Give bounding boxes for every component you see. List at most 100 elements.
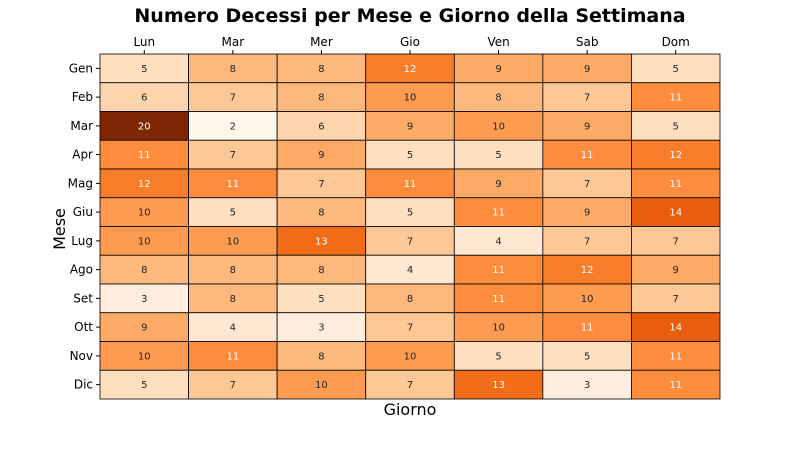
cell-value-label: 3 bbox=[584, 380, 590, 391]
x-tick-label: Ven bbox=[487, 35, 509, 49]
cell-value-label: 12 bbox=[138, 179, 151, 190]
cell-value-label: 8 bbox=[141, 265, 147, 276]
chart-title: Numero Decessi per Mese e Giorno della S… bbox=[134, 5, 685, 27]
cell-value-label: 11 bbox=[581, 323, 594, 334]
heatmap-cell bbox=[276, 168, 367, 199]
heatmap-cell bbox=[188, 369, 278, 400]
cell-value-label: 7 bbox=[230, 380, 236, 391]
cell-value-label: 5 bbox=[495, 150, 501, 161]
heatmap-cell bbox=[188, 111, 278, 141]
heatmap-cell bbox=[542, 53, 632, 84]
cell-value-label: 11 bbox=[669, 380, 682, 391]
cell-value-label: 11 bbox=[492, 294, 505, 305]
cell-value-label: 10 bbox=[226, 236, 239, 247]
heatmap-cell bbox=[453, 283, 544, 314]
heatmap-cell bbox=[365, 369, 455, 400]
y-tick-label: Nov bbox=[70, 349, 93, 363]
cell-value-label: 5 bbox=[584, 351, 590, 362]
cell-value-label: 11 bbox=[226, 351, 239, 362]
cell-value-label: 8 bbox=[230, 64, 236, 75]
cell-value-label: 6 bbox=[318, 121, 324, 132]
cell-value-label: 11 bbox=[669, 93, 682, 104]
cell-value-label: 10 bbox=[492, 121, 505, 132]
cell-value-label: 7 bbox=[407, 323, 413, 334]
cell-value-label: 9 bbox=[584, 64, 590, 75]
heatmap-cell bbox=[365, 312, 455, 342]
heatmap-cell bbox=[542, 254, 632, 285]
cell-value-label: 5 bbox=[407, 208, 413, 219]
cell-value-label: 9 bbox=[584, 121, 590, 132]
cell-value-label: 9 bbox=[673, 265, 679, 276]
cell-value-label: 5 bbox=[673, 121, 679, 132]
cell-value-label: 7 bbox=[584, 236, 590, 247]
heatmap-cell bbox=[99, 168, 189, 199]
cell-value-label: 13 bbox=[315, 236, 328, 247]
heatmap-cell bbox=[542, 341, 632, 371]
heatmap-cell bbox=[365, 341, 455, 371]
heatmap-cell bbox=[631, 111, 721, 141]
cell-value-label: 11 bbox=[669, 351, 682, 362]
cell-value-label: 11 bbox=[492, 265, 505, 276]
heatmap-cell bbox=[453, 82, 544, 112]
heatmap-cell bbox=[365, 139, 455, 170]
cell-value-label: 8 bbox=[230, 294, 236, 305]
heatmap-cell bbox=[542, 369, 632, 400]
heatmap-cell bbox=[631, 312, 721, 342]
heatmap-cell bbox=[542, 139, 632, 170]
heatmap-cell bbox=[631, 226, 721, 256]
heatmap-cell bbox=[276, 226, 367, 256]
y-tick-label: Giu bbox=[73, 205, 93, 219]
y-tick-label: Mag bbox=[68, 176, 93, 190]
cell-value-label: 7 bbox=[584, 179, 590, 190]
cell-value-label: 7 bbox=[230, 93, 236, 104]
heatmap-cell bbox=[365, 197, 455, 227]
cell-value-label: 11 bbox=[404, 179, 417, 190]
heatmap-cell bbox=[631, 197, 721, 227]
cell-value-label: 7 bbox=[407, 380, 413, 391]
heatmap-cell bbox=[542, 312, 632, 342]
cell-value-label: 10 bbox=[138, 236, 151, 247]
cell-value-label: 8 bbox=[318, 265, 324, 276]
cell-value-label: 8 bbox=[495, 93, 501, 104]
cell-value-label: 7 bbox=[230, 150, 236, 161]
heatmap-cell bbox=[453, 312, 544, 342]
cell-value-label: 10 bbox=[581, 294, 594, 305]
cell-value-label: 11 bbox=[138, 150, 151, 161]
heatmap-cell bbox=[276, 111, 367, 141]
cell-value-label: 4 bbox=[230, 323, 236, 334]
cell-value-label: 6 bbox=[141, 93, 147, 104]
x-tick-label: Dom bbox=[662, 35, 690, 49]
cell-value-label: 11 bbox=[581, 150, 594, 161]
cell-value-label: 8 bbox=[407, 294, 413, 305]
heatmap-cell bbox=[365, 226, 455, 256]
heatmap-cell bbox=[631, 139, 721, 170]
cell-value-label: 7 bbox=[407, 236, 413, 247]
heatmap-cell bbox=[453, 254, 544, 285]
x-tick-label: Sab bbox=[576, 35, 599, 49]
cell-value-label: 8 bbox=[318, 93, 324, 104]
cell-value-label: 5 bbox=[141, 64, 147, 75]
heatmap-cell bbox=[453, 197, 544, 227]
cell-value-label: 10 bbox=[404, 351, 417, 362]
cell-value-label: 8 bbox=[230, 265, 236, 276]
heatmap-cell bbox=[99, 53, 189, 84]
cell-value-label: 4 bbox=[495, 236, 501, 247]
heatmap-cell bbox=[542, 226, 632, 256]
cell-value-label: 13 bbox=[492, 380, 505, 391]
heatmap-cell bbox=[631, 369, 721, 400]
heatmap-cell bbox=[99, 197, 189, 227]
heatmap-cell bbox=[365, 111, 455, 141]
heatmap-cell bbox=[276, 312, 367, 342]
heatmap-cell bbox=[542, 111, 632, 141]
cell-value-label: 11 bbox=[669, 179, 682, 190]
y-tick-label: Apr bbox=[72, 148, 93, 162]
heatmap-cell bbox=[99, 312, 189, 342]
x-tick-labels: Lun Mar Mer Gio Ven Sab Dom bbox=[133, 35, 690, 54]
cell-value-label: 10 bbox=[138, 351, 151, 362]
x-tick-label: Lun bbox=[133, 35, 155, 49]
y-tick-label: Set bbox=[73, 291, 93, 305]
cell-value-label: 14 bbox=[669, 323, 682, 334]
heatmap-cell bbox=[99, 226, 189, 256]
heatmap-cell bbox=[631, 254, 721, 285]
